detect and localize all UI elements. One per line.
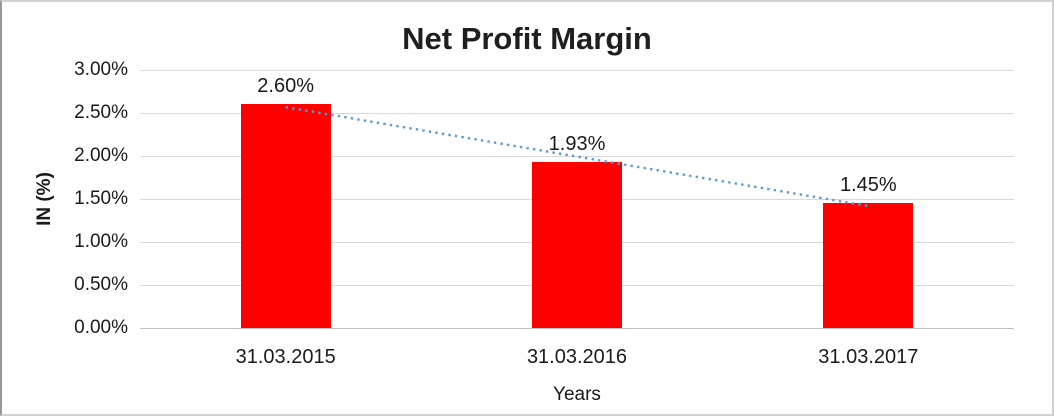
y-tick-label: 1.00% [74,231,128,252]
y-tick-label: 0.50% [74,274,128,295]
y-tick-label: 1.50% [74,188,128,209]
x-axis-line [140,328,1014,329]
x-axis-title: Years [553,384,601,405]
bar-data-label: 1.93% [548,133,606,156]
x-tick-label: 31.03.2016 [526,346,628,368]
bar [532,162,622,328]
y-tick-label: 0.00% [74,317,128,338]
x-tick-label: 31.03.2015 [235,346,336,368]
gridline [140,70,1014,71]
bar-data-label: 1.45% [839,174,897,197]
bar-data-label: 2.60% [257,75,315,98]
x-tick-label: 31.03.2017 [818,346,919,368]
chart-title: Net Profit Margin [402,21,652,56]
y-tick-label: 2.00% [74,145,128,166]
y-tick-label: 2.50% [74,102,128,123]
bar [240,104,331,328]
y-tick-label: 3.00% [74,59,128,80]
bar [823,203,914,328]
